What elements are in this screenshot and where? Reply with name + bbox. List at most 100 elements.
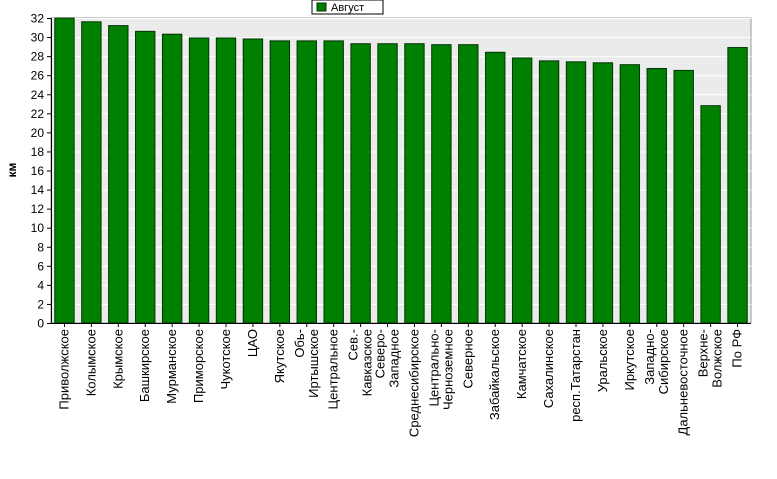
bar [458, 44, 479, 324]
x-tick-label: По РФ [730, 329, 745, 368]
x-tick-label-line: Сев.- [346, 329, 361, 360]
y-axis-title: км [5, 162, 19, 177]
bar [511, 57, 533, 324]
y-tick-label: 10 [31, 221, 45, 235]
x-tick-label: Дальневосточное [676, 329, 691, 435]
x-tick-label-line: Центрально- [426, 329, 441, 407]
x-tick-label: респ.Татарстан [568, 329, 583, 422]
x-tick-label: Уральское [595, 329, 610, 392]
y-tick-label: 30 [31, 31, 45, 45]
bars [54, 17, 748, 324]
x-tick-label-line: Верхне- [696, 329, 711, 377]
y-tick-label: 28 [31, 50, 45, 64]
x-tick-label-line: Мурманское [164, 329, 179, 404]
y-tick-label: 22 [31, 107, 45, 121]
x-tick-label-line: Сахалинское [541, 329, 556, 408]
x-tick-label-line: Приволжское [56, 329, 71, 410]
bar [54, 17, 75, 324]
x-tick-label-line: Приморское [191, 329, 206, 403]
x-tick-label: Центральное [326, 329, 341, 409]
category-labels: Приволжское Колымское Крымское Башкирское Му… [56, 329, 744, 437]
x-tick-label-line: Иркутское [622, 329, 637, 391]
y-tick-label: 14 [31, 183, 45, 197]
y-tick-label: 4 [37, 278, 44, 292]
x-tick-label-line: Якутское [272, 329, 287, 383]
x-tick-label-line: Сибирское [656, 329, 671, 394]
y-tick-label: 16 [31, 164, 45, 178]
x-tick-label: Сахалинское [541, 329, 556, 408]
x-tick-label-line: Дальневосточное [676, 329, 691, 435]
bar [592, 62, 614, 324]
x-tick-label-line: Забайкальское [487, 329, 502, 420]
x-tick-label-line: Северо- [373, 329, 388, 378]
y-tick-label: 8 [37, 240, 44, 254]
x-tick-label-line: Башкирское [137, 329, 152, 402]
bar [485, 51, 506, 324]
plot-area [50, 17, 752, 324]
x-tick-label-line: Центральное [326, 329, 341, 409]
y-tick-label: 32 [31, 12, 45, 26]
bar [108, 25, 129, 324]
x-tick-label: Приморское [191, 329, 206, 403]
legend-label: Август [331, 2, 364, 14]
bar [269, 40, 291, 324]
bar [565, 61, 587, 324]
bar [431, 44, 452, 324]
x-tick-label: ЦАО [245, 329, 260, 357]
x-tick-label-line: ЦАО [245, 329, 260, 357]
legend-swatch [316, 2, 327, 12]
bar [296, 40, 317, 324]
x-tick-label-line: Западное [387, 329, 402, 388]
x-tick-label-line: По РФ [730, 329, 745, 368]
bar [81, 21, 102, 324]
x-tick-label-line: Черноземное [440, 329, 455, 410]
bar [161, 33, 183, 324]
x-tick-label: Северное [460, 329, 475, 388]
y-tick-label: 18 [31, 145, 45, 159]
y-tick-label: 20 [31, 126, 45, 140]
x-tick-label: Колымское [83, 329, 98, 396]
bar [350, 43, 371, 324]
x-tick-label: Камчатское [514, 329, 529, 399]
x-tick-label: Северо-Западное [373, 329, 402, 388]
x-tick-label-line: Иртышское [306, 329, 321, 398]
x-tick-label: Башкирское [137, 329, 152, 402]
bar [377, 43, 398, 324]
bar [538, 60, 560, 324]
x-tick-label-line: Камчатское [514, 329, 529, 399]
bar [727, 47, 748, 324]
x-tick-label: Центрально-Черноземное [426, 329, 455, 410]
x-tick-label-line: Уральское [595, 329, 610, 392]
bar [619, 64, 641, 324]
y-tick-label: 6 [37, 259, 44, 273]
x-tick-label-line: Чукотское [218, 329, 233, 390]
y-tick-label: 0 [37, 317, 44, 331]
x-tick-label: Западно-Сибирское [642, 329, 671, 394]
bar [646, 68, 667, 324]
x-tick-label-line: Обь- [292, 329, 307, 358]
y-tick-label: 12 [31, 202, 45, 216]
x-tick-label: Якутское [272, 329, 287, 383]
x-tick-label: Сев.-Кавказское [346, 329, 375, 396]
bar [323, 40, 344, 324]
x-tick-label: Приволжское [56, 329, 71, 410]
bar [188, 37, 210, 324]
bar [700, 105, 721, 324]
x-tick-label-line: Колымское [83, 329, 98, 396]
bar [242, 38, 264, 324]
bar [135, 30, 156, 324]
x-tick-label: Обь-Иртышское [292, 329, 321, 398]
x-tick-label-line: Северное [460, 329, 475, 388]
x-tick-label: Чукотское [218, 329, 233, 390]
legend-box [311, 0, 384, 15]
x-tick-label-line: Среднесибирское [406, 329, 421, 437]
x-tick-label-line: Крымское [110, 329, 125, 389]
x-tick-label-line: Волжское [710, 329, 725, 388]
y-tick-label: 26 [31, 69, 45, 83]
x-tick-label: Забайкальское [487, 329, 502, 420]
bar [215, 37, 237, 324]
y-tick-label: 2 [37, 297, 44, 311]
